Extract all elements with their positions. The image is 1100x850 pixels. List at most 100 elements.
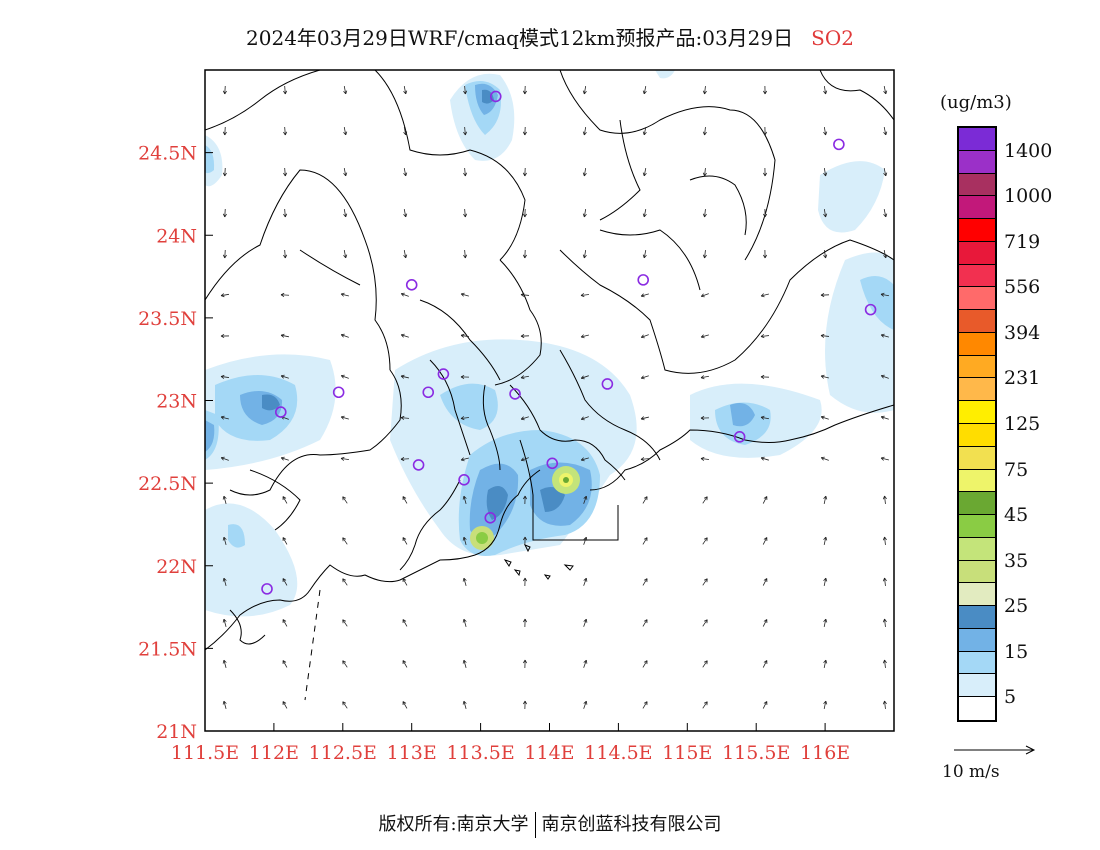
wind-arrow: [460, 292, 469, 297]
wind-arrow: [520, 292, 530, 297]
wind-arrow: [882, 577, 887, 587]
lat-tick-label: 21.5N: [138, 638, 197, 660]
wind-arrow: [403, 126, 408, 136]
wind-arrow: [280, 292, 290, 297]
legend-swatch: [959, 606, 995, 629]
wind-arrow: [823, 85, 828, 95]
wind-arrow: [640, 375, 649, 380]
wind-arrow: [220, 415, 229, 420]
wind-arrow: [522, 167, 527, 177]
wind-arrow: [882, 536, 887, 546]
field-zone: [205, 503, 298, 617]
station-marker: [509, 388, 521, 400]
field-zone: [476, 532, 488, 544]
wind-arrow: [642, 619, 648, 627]
wind-arrow: [220, 333, 230, 339]
lat-tick-label: 22N: [156, 556, 197, 578]
wind-arrow: [402, 496, 408, 504]
wind-arrow: [882, 700, 887, 710]
wind-arrow: [762, 660, 768, 668]
field-zone: [818, 161, 885, 233]
station-marker: [484, 512, 497, 524]
wind-arrow: [403, 167, 408, 177]
station-marker: [864, 303, 877, 316]
wind-arrow: [343, 126, 348, 136]
wind-arrow: [283, 85, 288, 95]
wind-arrow: [883, 127, 888, 136]
wind-arrow: [463, 126, 468, 136]
wind-arrow: [580, 293, 590, 298]
legend-swatch: [959, 560, 995, 584]
coastline: [399, 479, 461, 571]
lat-tick-label: 24.5N: [138, 143, 197, 165]
wind-arrow: [522, 249, 527, 259]
wind-arrow: [763, 85, 768, 95]
wind-arrow: [522, 85, 527, 95]
wind-arrow: [823, 249, 828, 259]
lat-tick-label: 21N: [156, 721, 197, 743]
wind-arrow: [523, 659, 528, 669]
wind-arrow: [762, 578, 768, 586]
boundary-line: [599, 229, 701, 291]
wind-arrow: [580, 334, 589, 339]
legend-label: 25: [1004, 595, 1029, 618]
wind-arrow: [823, 536, 828, 545]
wind-arrow: [642, 701, 648, 709]
wind-arrow: [400, 415, 410, 420]
legend-label: 394: [1004, 321, 1041, 344]
wind-arrow: [642, 85, 647, 95]
legend-swatch: [959, 287, 995, 311]
wind-arrow: [282, 701, 288, 709]
lon-tick-label: 111.5E: [171, 742, 239, 764]
station-marker: [489, 90, 502, 103]
wind-arrow: [583, 618, 588, 627]
wind-arrow: [883, 209, 888, 218]
wind-arrow: [340, 292, 349, 297]
wind-arrow: [403, 85, 408, 95]
wind-arrow: [520, 457, 529, 462]
wind-arrow: [400, 292, 409, 297]
boundary-line: [509, 384, 626, 481]
wind-arrow: [642, 249, 647, 259]
boundary-line: [519, 439, 619, 541]
boundary-line: [419, 299, 501, 381]
wind-arrow: [222, 85, 227, 95]
wind-arrow: [583, 577, 588, 586]
legend-label: 15: [1004, 640, 1029, 663]
wind-arrow: [282, 660, 288, 668]
copyright-footer: 版权所有:南京大学 南京创蓝科技有限公司: [0, 810, 1100, 838]
wind-arrows: [220, 85, 890, 710]
field-zone: [205, 145, 215, 174]
wind-arrow: [460, 374, 470, 380]
wind-arrow: [222, 536, 227, 545]
wind-arrow: [282, 619, 288, 627]
wind-arrow: [462, 577, 467, 586]
legend-label: 5: [1004, 686, 1017, 709]
wind-arrow: [403, 249, 408, 259]
wind-arrow: [820, 415, 829, 420]
wind-arrow: [463, 85, 468, 95]
wind-arrow: [702, 496, 708, 504]
legend-swatch: [959, 332, 995, 356]
wind-arrow: [700, 293, 709, 298]
wind-arrow: [642, 208, 647, 218]
field-zone: [655, 70, 675, 79]
field-zone: [540, 486, 565, 512]
wind-arrow: [522, 126, 527, 136]
wind-arrow: [823, 167, 828, 177]
wind-arrow: [583, 536, 588, 545]
boundary-line: [494, 259, 542, 386]
legend-label: 75: [1004, 458, 1029, 481]
wind-arrow: [342, 660, 348, 668]
coastline: [229, 609, 266, 645]
legend-swatch: [959, 355, 995, 379]
lon-tick-label: 112.5E: [309, 742, 377, 764]
wind-arrow: [702, 578, 708, 586]
wind-arrow: [580, 457, 589, 462]
wind-arrow: [580, 375, 589, 380]
legend-label: 719: [1004, 230, 1041, 253]
wind-arrow: [520, 416, 529, 421]
wind-arrow: [463, 167, 468, 177]
